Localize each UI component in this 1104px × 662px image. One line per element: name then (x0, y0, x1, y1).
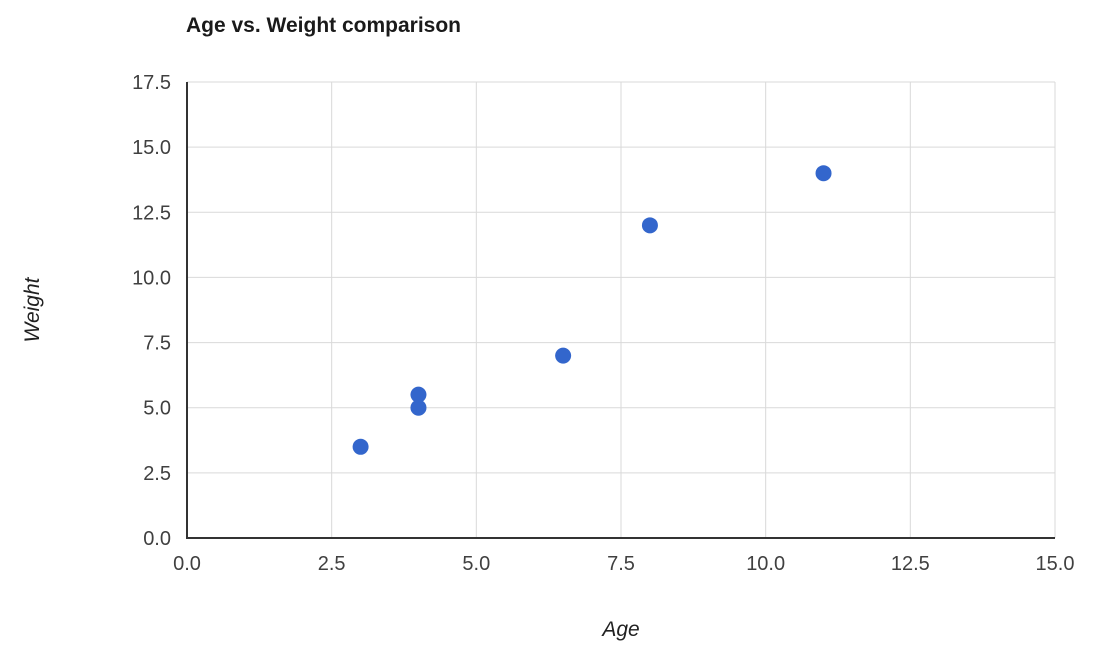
y-tick-label: 0.0 (143, 528, 171, 550)
data-point (555, 347, 572, 364)
data-point (641, 217, 658, 234)
y-tick-label: 2.5 (143, 463, 171, 485)
y-tick-label: 17.5 (132, 72, 171, 94)
x-tick-label: 7.5 (607, 553, 635, 575)
y-tick-label: 10.0 (132, 267, 171, 289)
y-tick-label: 12.5 (132, 202, 171, 224)
data-point (410, 399, 427, 416)
data-point (410, 386, 427, 403)
y-tick-label: 5.0 (143, 398, 171, 420)
y-tick-label: 7.5 (143, 333, 171, 355)
x-axis-label: Age (602, 618, 640, 641)
x-tick-label: 2.5 (318, 553, 346, 575)
chart-title: Age vs. Weight comparison (186, 14, 461, 37)
x-tick-label: 15.0 (1036, 553, 1075, 575)
data-point (815, 165, 832, 182)
y-tick-label: 15.0 (132, 137, 171, 159)
x-tick-label: 10.0 (746, 553, 785, 575)
x-tick-label: 0.0 (173, 553, 201, 575)
x-tick-label: 12.5 (891, 553, 930, 575)
x-tick-label: 5.0 (462, 553, 490, 575)
data-point (352, 438, 369, 455)
